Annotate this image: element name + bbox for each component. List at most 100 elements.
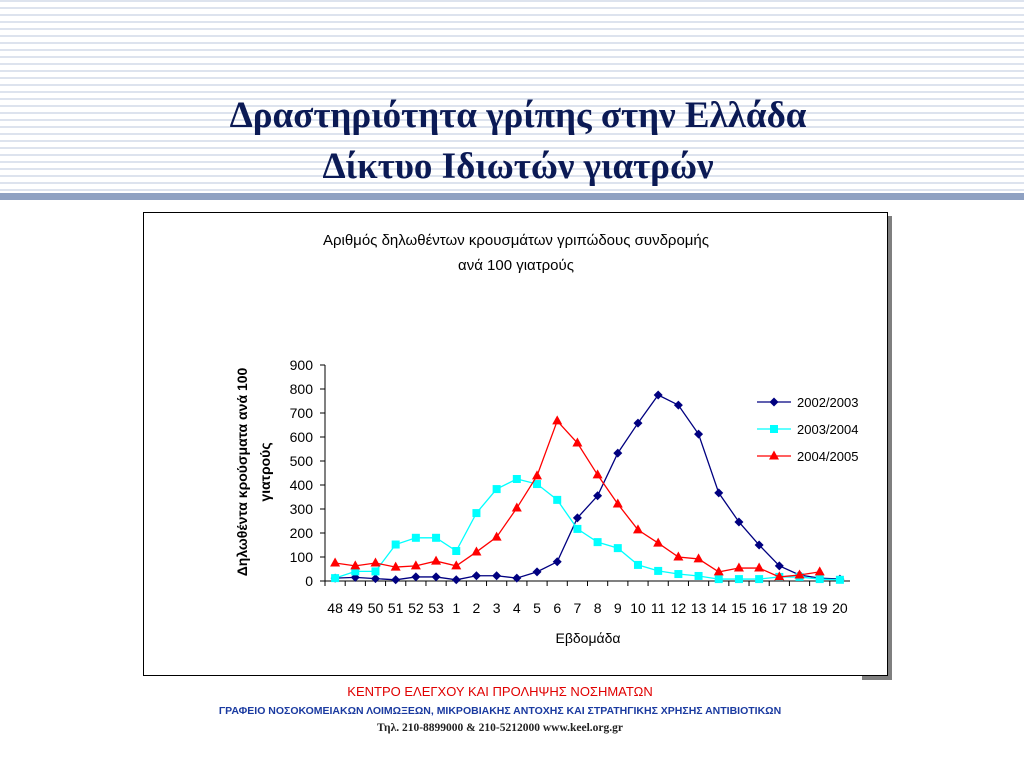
- data-point: [754, 562, 765, 572]
- x-tick-label: 11: [651, 600, 666, 616]
- data-point: [391, 575, 401, 585]
- x-tick-label: 2: [473, 600, 481, 616]
- data-point: [451, 575, 461, 585]
- legend-marker: [769, 450, 779, 460]
- y-tick-label: 300: [290, 501, 314, 517]
- data-point: [592, 469, 603, 479]
- x-axis-label: Εβδομάδα: [555, 630, 620, 646]
- title-rule: [0, 193, 1024, 200]
- data-point: [452, 547, 461, 555]
- data-point: [411, 533, 420, 542]
- chart-frame: [143, 212, 888, 676]
- data-point: [431, 555, 442, 565]
- x-tick-label: 7: [574, 600, 582, 616]
- x-tick-label: 16: [751, 600, 767, 616]
- x-tick-label: 4: [513, 600, 521, 616]
- data-point: [653, 390, 663, 400]
- data-point: [390, 561, 401, 571]
- y-axis-label: γιατρούς: [257, 442, 273, 501]
- y-tick-label: 500: [290, 453, 314, 469]
- y-tick-label: 0: [305, 573, 313, 589]
- data-point: [370, 574, 380, 584]
- data-point: [431, 572, 441, 582]
- data-point: [633, 418, 643, 428]
- data-point: [432, 533, 441, 542]
- data-point: [633, 560, 642, 569]
- data-point: [734, 575, 743, 584]
- data-point: [331, 574, 340, 583]
- x-tick-label: 6: [553, 600, 561, 616]
- x-tick-label: 20: [832, 600, 848, 616]
- chart-title: ανά 100 γιατρούς: [458, 257, 574, 274]
- x-tick-label: 17: [772, 600, 788, 616]
- data-point: [654, 566, 663, 575]
- x-tick-label: 5: [533, 600, 541, 616]
- footer-line: Τηλ. 210-8899000 & 210-5212000 www.keel.…: [377, 722, 623, 734]
- data-point: [572, 437, 583, 447]
- x-tick-label: 12: [671, 600, 687, 616]
- data-point: [350, 560, 361, 570]
- data-point: [794, 569, 805, 579]
- data-point: [532, 567, 542, 577]
- data-point: [613, 544, 622, 553]
- x-tick-label: 19: [812, 600, 828, 616]
- data-point: [734, 517, 744, 527]
- x-tick-label: 15: [731, 600, 747, 616]
- data-point: [553, 495, 562, 504]
- stripe-background: [0, 0, 1024, 193]
- data-point: [713, 566, 724, 576]
- y-tick-label: 800: [290, 381, 314, 397]
- data-point: [814, 566, 825, 576]
- data-point: [754, 540, 764, 550]
- data-point: [815, 575, 824, 584]
- x-tick-label: 3: [493, 600, 501, 616]
- x-tick-label: 18: [792, 600, 808, 616]
- x-tick-label: 49: [347, 600, 363, 616]
- data-point: [370, 557, 381, 567]
- x-tick-label: 14: [711, 600, 727, 616]
- data-point: [714, 575, 723, 584]
- x-tick-label: 13: [691, 600, 707, 616]
- y-tick-label: 600: [290, 429, 314, 445]
- data-point: [492, 485, 501, 494]
- data-point: [472, 509, 481, 518]
- data-point: [694, 571, 703, 580]
- y-tick-label: 900: [290, 357, 314, 373]
- data-point: [613, 448, 623, 458]
- data-point: [371, 567, 380, 576]
- slide-title: Δίκτυο Ιδιωτών γιατρών: [322, 146, 714, 187]
- data-point: [653, 537, 664, 547]
- data-point: [532, 470, 543, 480]
- legend-marker: [769, 397, 779, 407]
- data-point: [572, 513, 582, 523]
- data-point: [593, 538, 602, 547]
- data-point: [573, 524, 582, 533]
- data-point: [552, 415, 563, 425]
- data-point: [774, 571, 785, 581]
- data-point: [411, 572, 421, 582]
- data-point: [330, 557, 341, 567]
- data-point: [491, 531, 502, 541]
- x-tick-label: 10: [630, 600, 646, 616]
- x-tick-label: 51: [388, 600, 404, 616]
- x-tick-label: 53: [428, 600, 444, 616]
- y-tick-label: 400: [290, 477, 314, 493]
- data-point: [612, 498, 623, 508]
- data-point: [673, 551, 684, 561]
- data-point: [674, 570, 683, 579]
- x-tick-label: 8: [594, 600, 602, 616]
- data-point: [451, 560, 462, 570]
- data-point: [755, 575, 764, 584]
- data-point: [511, 502, 522, 512]
- x-tick-label: 48: [327, 600, 343, 616]
- data-point: [351, 567, 360, 576]
- data-point: [512, 475, 521, 483]
- slide-title: Δραστηριότητα γρίπης στην Ελλάδα: [230, 95, 807, 136]
- data-point: [733, 562, 744, 572]
- footer-line: ΚΕΝΤΡΟ ΕΛΕΓΧΟΥ ΚΑΙ ΠΡΟΛΗΨΗΣ ΝΟΣΗΜΑΤΩΝ: [347, 684, 652, 699]
- y-axis-label: Δηλωθέντα κρούσματα ανά 100: [234, 367, 250, 576]
- data-point: [492, 571, 502, 581]
- x-tick-label: 52: [408, 600, 424, 616]
- x-tick-label: 1: [452, 600, 460, 616]
